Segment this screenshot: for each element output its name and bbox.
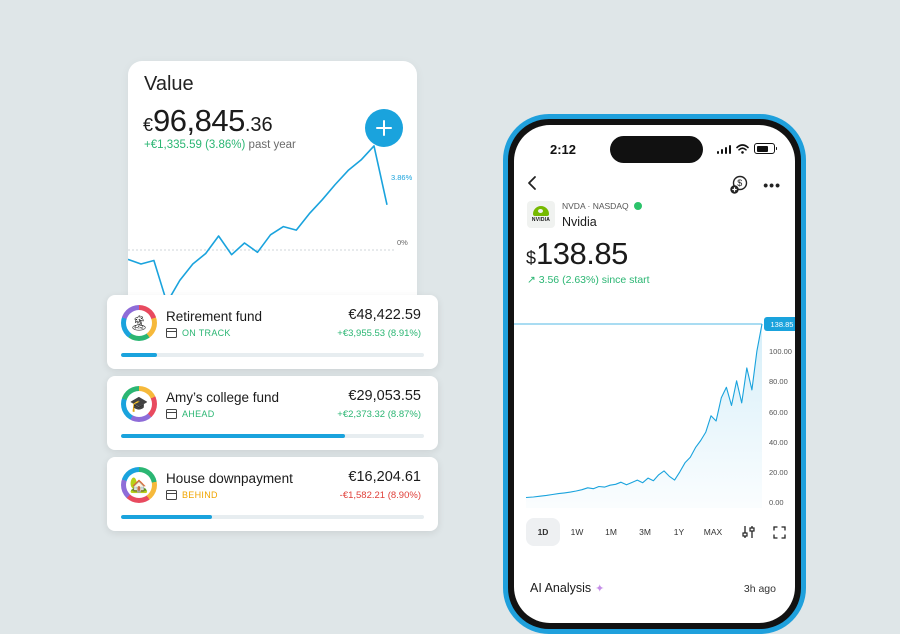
goal-amount: €29,053.55 bbox=[348, 388, 421, 404]
ticker-label: NVDA · NASDAQ bbox=[562, 201, 629, 211]
time-range-selector: 1D 1W 1M 3M 1Y MAX bbox=[526, 518, 730, 546]
svg-text:$: $ bbox=[737, 178, 742, 188]
goal-amount: €16,204.61 bbox=[348, 469, 421, 485]
plus-icon bbox=[376, 120, 392, 136]
status-badge: ON TRACK bbox=[182, 328, 231, 338]
calendar-icon bbox=[166, 328, 177, 338]
y-tick: 80.00 bbox=[769, 377, 788, 386]
stock-price-chart[interactable] bbox=[514, 305, 795, 515]
value-amount-integer: 96,845 bbox=[153, 103, 245, 138]
wifi-icon bbox=[736, 143, 749, 154]
portfolio-value-card[interactable]: Value €96,845.36 +€1,335.59 (3.86%) past… bbox=[128, 61, 417, 321]
chart-settings-icon[interactable] bbox=[742, 525, 755, 539]
status-time: 2:12 bbox=[550, 142, 577, 157]
more-options-icon[interactable]: ••• bbox=[763, 177, 781, 193]
calendar-icon bbox=[166, 490, 177, 500]
value-change-period: past year bbox=[248, 139, 296, 151]
ai-analysis-time: 3h ago bbox=[743, 583, 776, 595]
dynamic-island bbox=[610, 136, 703, 163]
goal-progress-fill bbox=[121, 353, 158, 357]
ai-analysis-heading[interactable]: AI Analysis ✦ bbox=[530, 581, 604, 595]
signal-icon bbox=[716, 144, 731, 154]
value-change: +€1,335.59 (3.86%) past year bbox=[144, 139, 296, 151]
portfolio-value: €96,845.36 bbox=[143, 103, 273, 139]
value-change-amount: +€1,335.59 (3.86%) bbox=[144, 139, 246, 151]
goal-name: Amy’s college fund bbox=[166, 390, 280, 405]
goal-name: Retirement fund bbox=[166, 309, 263, 324]
house-icon: 🏡 bbox=[126, 472, 152, 498]
battery-icon bbox=[754, 143, 777, 154]
status-icons bbox=[716, 143, 777, 154]
goal-card-college[interactable]: 🎓 Amy’s college fund AHEAD €29,053.55 +€… bbox=[107, 376, 438, 450]
goal-card-house[interactable]: 🏡 House downpayment BEHIND €16,204.61 -€… bbox=[107, 457, 438, 531]
goal-avatar: 🎓 bbox=[121, 386, 157, 422]
range-1d[interactable]: 1D bbox=[526, 518, 560, 546]
range-1m[interactable]: 1M bbox=[605, 527, 617, 537]
phone-bezel: 2:12 $ bbox=[508, 119, 801, 629]
dollar-alert-icon[interactable]: $ bbox=[729, 175, 749, 195]
y-tick: 20.00 bbox=[769, 468, 788, 477]
portfolio-value-chart: 3.86% 0% bbox=[128, 145, 413, 304]
chart-zero-label: 0% bbox=[397, 238, 408, 247]
goal-status: BEHIND bbox=[166, 490, 218, 500]
phone-frame: 2:12 $ bbox=[503, 114, 806, 634]
value-currency: € bbox=[143, 115, 154, 135]
range-3m[interactable]: 3M bbox=[639, 527, 651, 537]
chart-tools bbox=[742, 525, 786, 539]
y-tick: 0.00 bbox=[769, 498, 784, 507]
goal-progress-bar bbox=[121, 515, 424, 519]
value-title: Value bbox=[144, 73, 194, 95]
stock-name: Nvidia bbox=[562, 215, 597, 229]
market-open-dot bbox=[633, 202, 642, 210]
goal-progress-fill bbox=[121, 515, 212, 519]
nvidia-logo-mark bbox=[533, 206, 549, 216]
goal-progress-bar bbox=[121, 353, 424, 357]
ai-analysis-label: AI Analysis bbox=[530, 581, 592, 595]
fullscreen-icon[interactable] bbox=[773, 525, 786, 539]
current-price-tag: 138.85 bbox=[764, 317, 795, 331]
y-tick: 40.00 bbox=[769, 438, 788, 447]
price-value: 138.85 bbox=[536, 236, 628, 271]
goal-progress-bar bbox=[121, 434, 424, 438]
goal-avatar: 🏝 bbox=[121, 305, 157, 341]
status-badge: AHEAD bbox=[182, 409, 215, 419]
range-1y[interactable]: 1Y bbox=[673, 527, 685, 537]
range-1w[interactable]: 1W bbox=[570, 527, 584, 537]
price-change: ↗ 3.56 (2.63%) since start bbox=[527, 274, 650, 286]
goal-amount: €48,422.59 bbox=[348, 307, 421, 323]
price-area-fill bbox=[526, 324, 762, 508]
goal-card-retirement[interactable]: 🏝 Retirement fund ON TRACK €48,422.59 +€… bbox=[107, 295, 438, 369]
goal-status: AHEAD bbox=[166, 409, 215, 419]
back-chevron-icon[interactable] bbox=[526, 175, 538, 191]
goal-status: ON TRACK bbox=[166, 328, 231, 338]
price-line bbox=[525, 323, 763, 499]
goal-change: +€2,373.32 (8.87%) bbox=[337, 409, 421, 420]
calendar-icon bbox=[166, 409, 177, 419]
ticker-exchange: NVDA · NASDAQ bbox=[562, 201, 642, 211]
goal-avatar: 🏡 bbox=[121, 467, 157, 503]
price-currency: $ bbox=[526, 248, 537, 268]
nvidia-logo-text: NVIDIA bbox=[531, 217, 551, 223]
range-max[interactable]: MAX bbox=[703, 527, 723, 537]
add-button[interactable] bbox=[365, 109, 403, 147]
y-tick: 100.00 bbox=[769, 347, 792, 356]
value-amount-decimal: .36 bbox=[244, 114, 273, 136]
goal-name: House downpayment bbox=[166, 471, 293, 486]
nvidia-logo: NVIDIA bbox=[527, 201, 555, 228]
beach-icon: 🏝 bbox=[126, 310, 152, 336]
chart-end-label: 3.86% bbox=[391, 173, 413, 182]
goal-change: +€3,955.53 (8.91%) bbox=[337, 328, 421, 339]
goal-change: -€1,582.21 (8.90%) bbox=[339, 490, 421, 501]
value-line bbox=[128, 145, 388, 304]
goal-progress-fill bbox=[121, 434, 346, 438]
stock-price: $138.85 bbox=[526, 236, 628, 272]
top-actions: $ ••• bbox=[729, 175, 781, 195]
status-badge: BEHIND bbox=[182, 490, 218, 500]
y-tick: 60.00 bbox=[769, 408, 788, 417]
sparkle-icon: ✦ bbox=[595, 582, 605, 595]
graduation-cap-icon: 🎓 bbox=[126, 391, 152, 417]
phone-screen: 2:12 $ bbox=[514, 125, 795, 623]
